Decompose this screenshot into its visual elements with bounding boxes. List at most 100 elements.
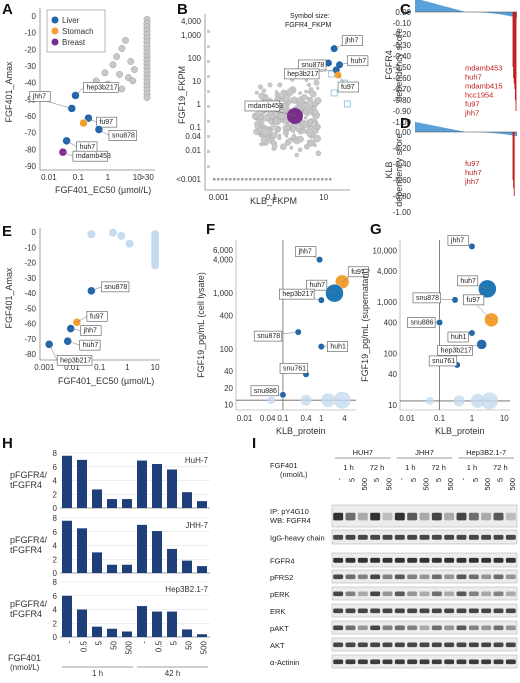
dep-label-jhh7: jhh7 xyxy=(464,109,479,118)
b-bg-point xyxy=(268,118,274,125)
b-bg-point xyxy=(289,145,294,150)
G-xtick: 0.1 xyxy=(434,414,446,423)
i-band xyxy=(481,534,492,540)
b-ytick: 0.1 xyxy=(190,123,202,132)
h-bar-0-0 xyxy=(62,455,72,508)
dep-ytick-D: -0.40 xyxy=(393,160,412,169)
i-dose: 500 xyxy=(422,478,431,491)
h-subplot-title: HuH-7 xyxy=(185,456,209,465)
i-band xyxy=(357,574,368,580)
a-ytick: -60 xyxy=(24,112,36,121)
dep-ytick-C: -0.10 xyxy=(393,19,412,28)
i-band xyxy=(456,625,467,631)
e-xlabel: FGF401_EC50 (µmol/L) xyxy=(58,376,154,386)
e-leader xyxy=(67,340,80,346)
b-bg-point xyxy=(261,88,267,93)
b-bg-point xyxy=(274,90,278,94)
dep-label-mdamb415: mdamb415 xyxy=(465,82,503,91)
dep-ytick-C: -0.90 xyxy=(393,107,412,116)
e-leader xyxy=(48,344,58,361)
b-floor-point xyxy=(325,178,328,181)
b-bg-point xyxy=(297,135,304,143)
h-bar-1-4 xyxy=(122,564,132,573)
i-band xyxy=(370,608,381,614)
i-band xyxy=(468,591,479,597)
h-bar-1-9 xyxy=(197,566,207,573)
i-band xyxy=(456,591,467,597)
i-band xyxy=(382,642,393,648)
F-xtick: 1 xyxy=(319,414,324,423)
G-ylabel: FGF19_pg/mL (supernatant) xyxy=(360,268,370,382)
G-callout-snu761-box xyxy=(428,355,458,367)
h-bar-2-7 xyxy=(167,611,177,637)
dep-label-mdamb453: mdamb453 xyxy=(465,64,503,73)
i-band xyxy=(333,625,344,631)
i-band xyxy=(468,659,479,665)
dep-ylabel-D: KLB xyxy=(384,161,394,178)
b-bg-point xyxy=(280,89,288,97)
h-ytick: 2 xyxy=(53,490,58,499)
i-dose: - xyxy=(459,478,468,481)
b-bg-point xyxy=(280,143,287,151)
G-callout-huh7-box xyxy=(457,275,479,287)
b-bg-point xyxy=(315,150,322,157)
G-callout-fu97-box xyxy=(463,294,485,306)
i-band xyxy=(333,534,344,540)
e-ytick: -40 xyxy=(24,289,36,298)
G-ytick: 40 xyxy=(388,370,397,379)
dep-label-huh7: huh7 xyxy=(465,73,482,82)
a-ylabel: FGF401_Amax xyxy=(4,61,14,123)
dep-ytick-C: 0.00 xyxy=(395,8,411,17)
F-callout-huh1-box xyxy=(327,341,349,352)
i-band xyxy=(394,574,405,580)
b-ytick: <0.001 xyxy=(176,175,201,184)
e-bg-point xyxy=(108,228,117,237)
e-ytick: -50 xyxy=(24,304,36,313)
e-bg-point xyxy=(117,231,126,240)
e-xtick: 0.001 xyxy=(34,363,55,372)
i-dose: 5 xyxy=(372,478,381,482)
b-floor-point xyxy=(237,178,240,181)
F-callout-fu97: fu97 xyxy=(351,269,365,276)
i-band xyxy=(431,642,442,648)
a-bg-point xyxy=(113,53,121,61)
i-band xyxy=(407,659,418,665)
a-ytick: 0 xyxy=(32,12,37,21)
e-ytick: -70 xyxy=(24,335,36,344)
b-floor-point xyxy=(277,178,280,181)
h-ytick: 4 xyxy=(53,477,58,486)
b-floor-point xyxy=(297,178,300,181)
G-callout-snu878: snu878 xyxy=(416,295,439,302)
F-baseline-point xyxy=(321,393,336,408)
F-ytick: 4,000 xyxy=(213,256,234,265)
h-bar-2-8 xyxy=(182,629,192,637)
b-bg-point xyxy=(255,111,261,117)
b-left-point xyxy=(207,60,210,63)
i-band xyxy=(493,574,504,580)
h-dose: 0.5 xyxy=(155,640,164,652)
F-ytick: 400 xyxy=(220,311,234,320)
b-xtick: 0.1 xyxy=(266,193,278,202)
b-bg-point xyxy=(290,126,296,132)
dep-ytick-D: -0.20 xyxy=(393,144,412,153)
a-xtick: 0.1 xyxy=(73,173,85,182)
h-bar-1-7 xyxy=(167,548,177,573)
F-callout-jhh7: jhh7 xyxy=(298,249,312,256)
i-band xyxy=(419,574,430,580)
a-ytick: -30 xyxy=(24,62,36,71)
i-row-label: AKT xyxy=(270,641,285,650)
i-band xyxy=(370,625,381,631)
h-bar-0-5 xyxy=(137,460,147,508)
i-band xyxy=(333,557,344,563)
i-row-label: α-Actinin xyxy=(270,658,299,667)
a-ytick: -80 xyxy=(24,145,36,154)
F-xtick: 0.1 xyxy=(277,414,289,423)
h-bar-1-3 xyxy=(107,564,117,573)
h-bar-1-2 xyxy=(92,552,102,573)
e-ytick: -80 xyxy=(24,350,36,359)
a-xtick: 0.01 xyxy=(41,173,57,182)
i-band xyxy=(481,591,492,597)
G-callout-huh7: huh7 xyxy=(460,278,476,285)
G-callout-huh1-box xyxy=(447,331,469,343)
i-band xyxy=(394,534,405,540)
